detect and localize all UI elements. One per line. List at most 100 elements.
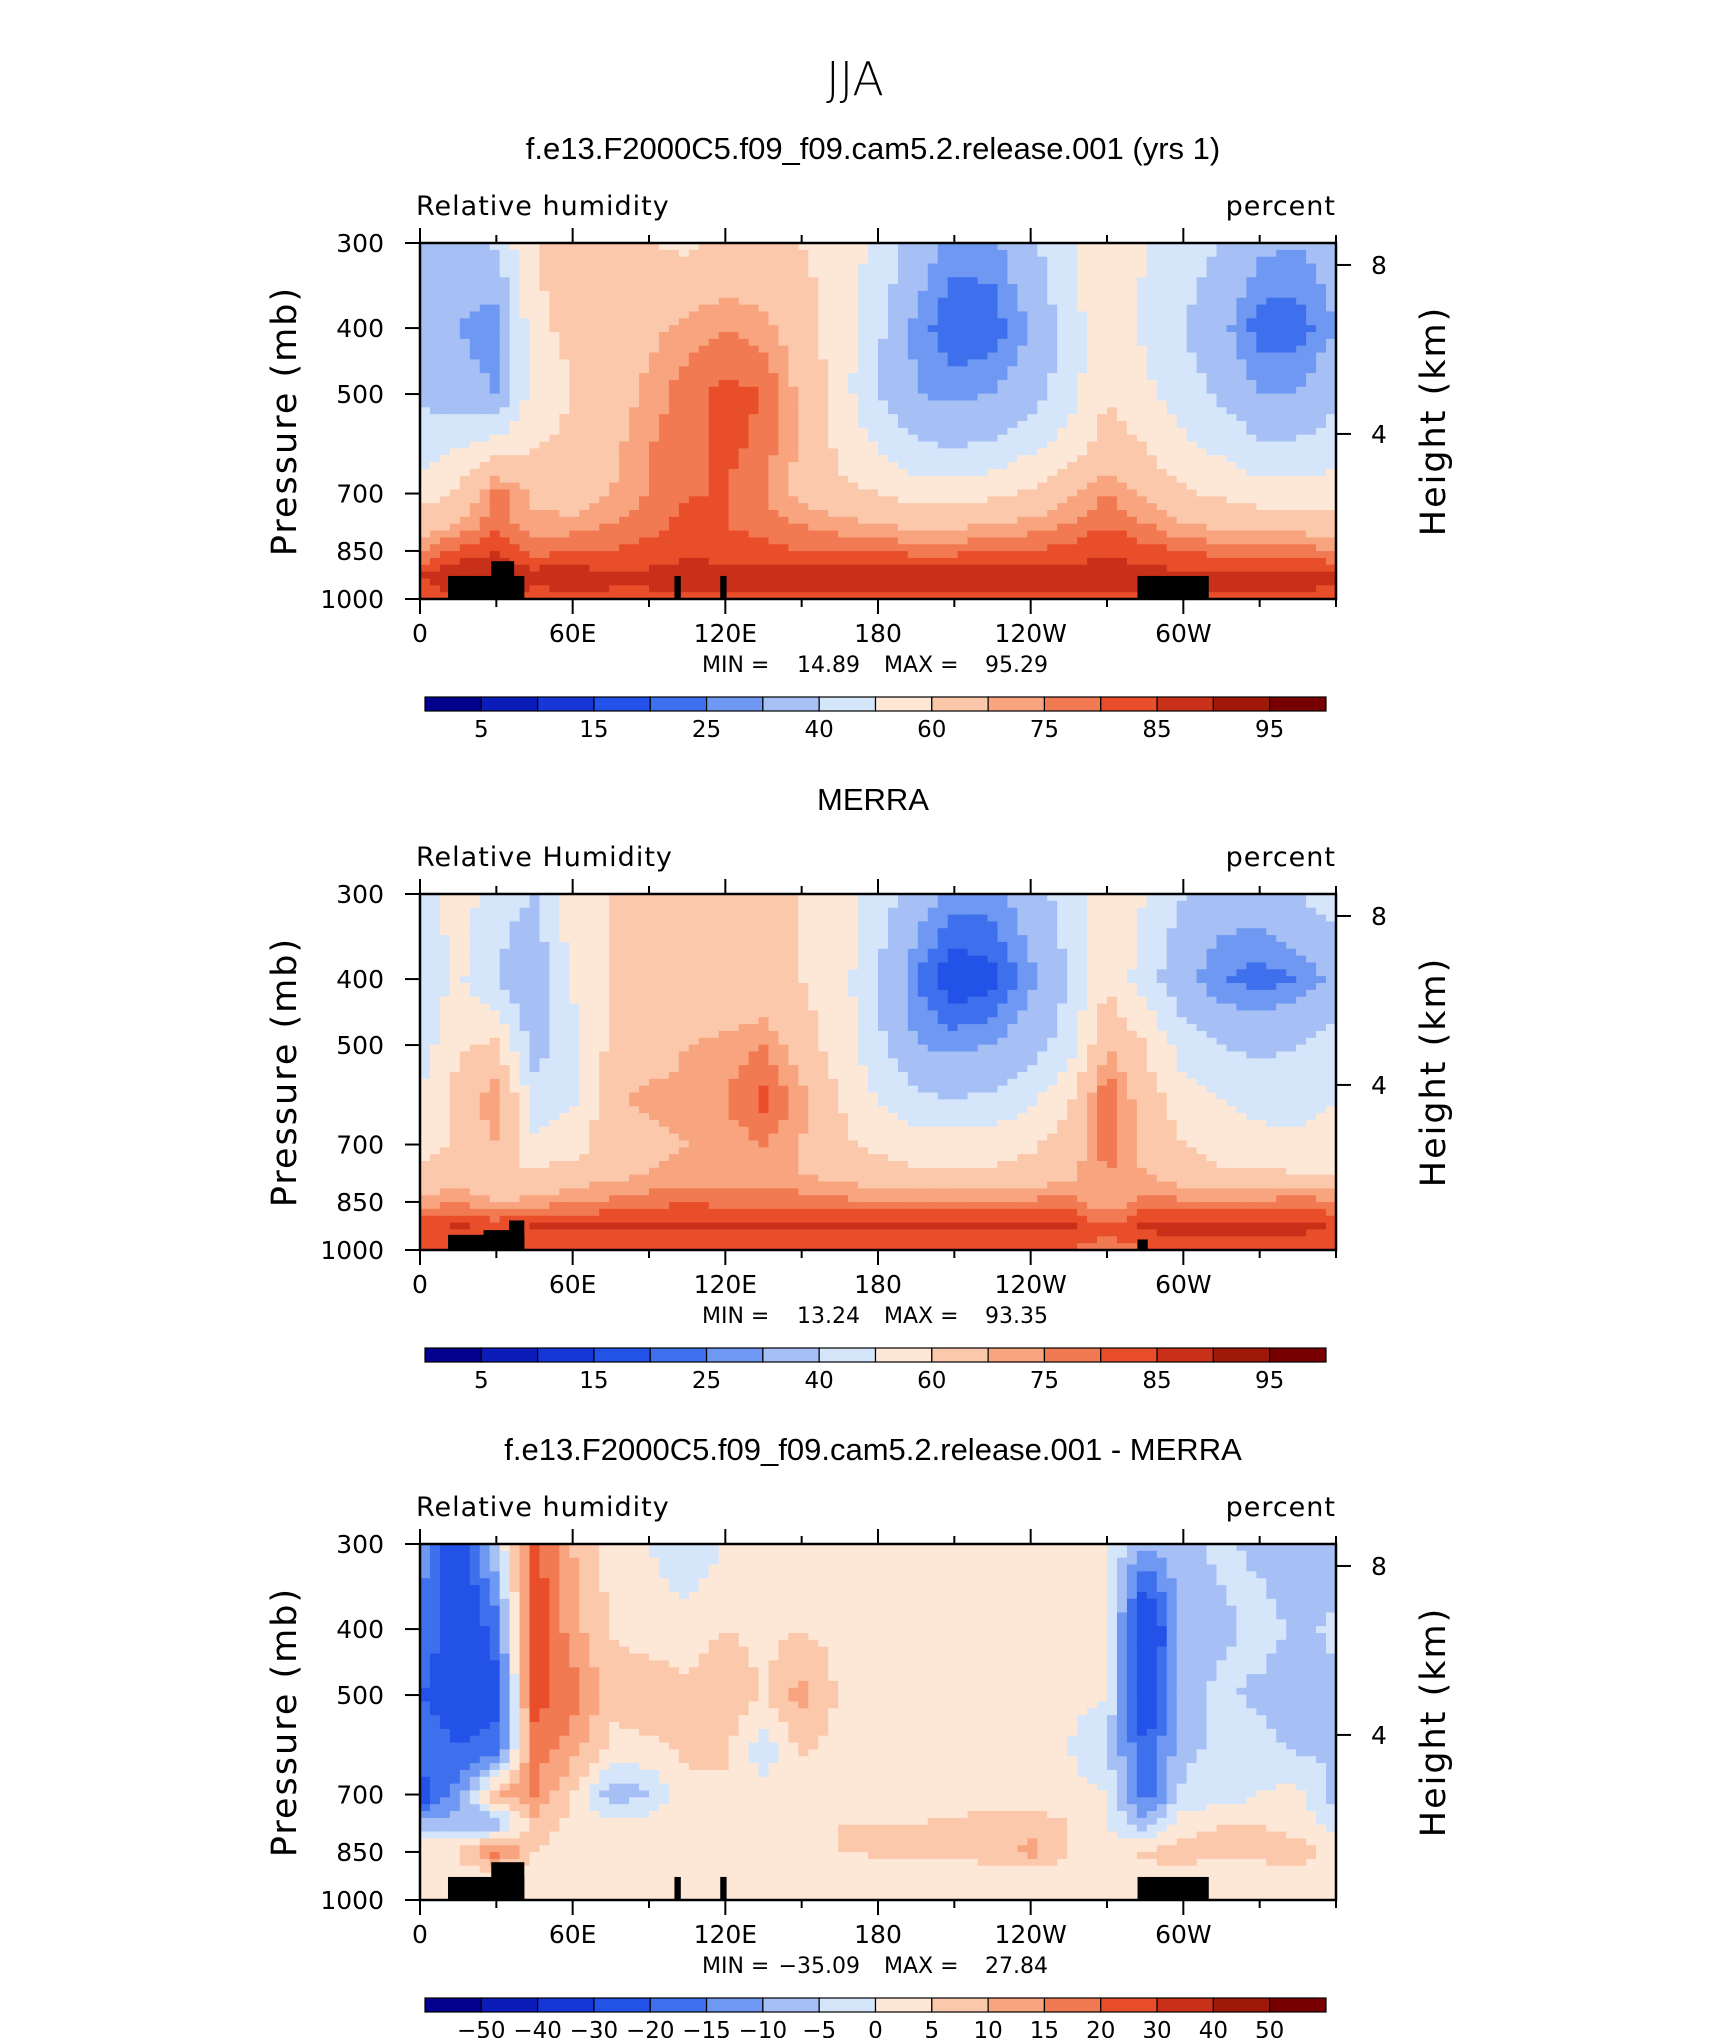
heatmap-cell xyxy=(828,489,839,497)
heatmap-cell xyxy=(420,907,431,916)
heatmap-cell xyxy=(828,434,839,443)
heatmap-cell xyxy=(609,311,620,319)
heatmap-cell xyxy=(539,564,551,573)
heatmap-cell xyxy=(1186,455,1198,463)
heatmap-cell xyxy=(788,427,799,436)
heatmap-cell xyxy=(1246,421,1257,429)
heatmap-cell xyxy=(420,928,431,936)
heatmap-cell xyxy=(1027,379,1038,388)
heatmap-cell xyxy=(439,243,451,251)
heatmap-cell xyxy=(887,256,899,265)
heatmap-cell xyxy=(1266,359,1277,367)
heatmap-cell xyxy=(768,284,780,292)
heatmap-cell xyxy=(848,557,859,566)
heatmap-cell xyxy=(977,489,989,497)
heatmap-cell xyxy=(778,475,789,484)
heatmap-cell xyxy=(778,551,789,559)
heatmap-cell xyxy=(838,393,849,402)
heatmap-cell xyxy=(1156,407,1168,415)
heatmap-cell xyxy=(738,578,750,586)
heatmap-cell xyxy=(967,284,979,292)
heatmap-cell xyxy=(788,311,799,319)
heatmap-cells xyxy=(420,243,1337,600)
heatmap-cell xyxy=(549,571,560,580)
heatmap-cell xyxy=(589,393,600,402)
heatmap-cell xyxy=(420,325,431,333)
heatmap-cell xyxy=(579,366,590,374)
heatmap-cell xyxy=(439,948,451,957)
heatmap-cell xyxy=(1067,263,1078,271)
heatmap-cell xyxy=(878,332,889,340)
heatmap-cell xyxy=(569,277,580,285)
heatmap-cell xyxy=(429,448,441,456)
heatmap-cell xyxy=(459,386,471,395)
heatmap-cell xyxy=(1077,338,1088,347)
heatmap-cell xyxy=(1216,510,1228,518)
heatmap-cell xyxy=(798,516,809,525)
heatmap-cell xyxy=(668,564,680,573)
heatmap-cell xyxy=(429,928,441,936)
heatmap-cell xyxy=(788,304,799,313)
heatmap-cell xyxy=(738,421,750,429)
heatmap-cell xyxy=(818,359,829,367)
heatmap-cell xyxy=(768,530,780,538)
heatmap-cell xyxy=(957,379,969,388)
heatmap-cell xyxy=(828,482,839,491)
heatmap-cell xyxy=(1017,318,1028,326)
heatmap-cell xyxy=(1107,338,1118,347)
heatmap-cell xyxy=(1226,496,1238,504)
heatmap-cell xyxy=(848,243,859,251)
heatmap-cell xyxy=(758,496,770,504)
heatmap-cell xyxy=(589,318,600,326)
heatmap-cell xyxy=(569,448,580,456)
heatmap-cell xyxy=(1316,366,1327,374)
heatmap-cell xyxy=(1316,530,1327,538)
heatmap-cell xyxy=(698,366,710,374)
heatmap-cell xyxy=(1107,537,1118,545)
heatmap-cell xyxy=(947,345,959,354)
colorbar: 5 15 25 40 60 75 85 95 xyxy=(424,696,1327,743)
heatmap-cell xyxy=(818,407,829,415)
heatmap-cell xyxy=(1226,564,1238,573)
heatmap-cell xyxy=(1206,585,1218,593)
heatmap-cell xyxy=(698,373,710,381)
heatmap-cell xyxy=(429,1188,441,1196)
heatmap-cell xyxy=(1057,448,1068,456)
heatmap-cell xyxy=(778,448,789,456)
heatmap-cell xyxy=(539,571,551,580)
heatmap-cell xyxy=(858,455,869,463)
heatmap-cell xyxy=(1306,366,1317,374)
heatmap-cell xyxy=(768,475,780,484)
heatmap-cell xyxy=(1037,256,1048,265)
heatmap-cell xyxy=(1146,249,1158,258)
heatmap-cell xyxy=(1246,304,1257,313)
heatmap-cell xyxy=(1126,421,1138,429)
heatmap-cell xyxy=(1007,427,1018,436)
heatmap-cell xyxy=(788,523,799,532)
heatmap-cell xyxy=(1326,496,1337,504)
heatmap-cell xyxy=(858,475,869,484)
heatmap-cell xyxy=(977,277,989,285)
heatmap-cell xyxy=(878,557,889,566)
heatmap-cell xyxy=(1326,455,1337,463)
heatmap-cell xyxy=(1266,338,1277,347)
heatmap-cell xyxy=(708,318,720,326)
heatmap-cell xyxy=(878,448,889,456)
heatmap-cell xyxy=(917,537,929,545)
heatmap-cell xyxy=(599,544,610,552)
heatmap-cell xyxy=(509,400,521,408)
heatmap-cell xyxy=(897,263,909,271)
heatmap-cell xyxy=(738,338,750,347)
heatmap-cell xyxy=(639,393,650,402)
colorbar-box xyxy=(424,696,482,712)
heatmap-cell xyxy=(858,489,869,497)
heatmap-cell xyxy=(469,290,481,299)
heatmap-cell xyxy=(917,592,929,600)
heatmap-cell xyxy=(937,256,949,265)
heatmap-cell xyxy=(688,537,700,545)
heatmap-cell xyxy=(1216,475,1228,484)
heatmap-cell xyxy=(708,393,720,402)
heatmap-cell xyxy=(848,475,859,484)
heatmap-cell xyxy=(1316,448,1327,456)
heatmap-cell xyxy=(668,277,680,285)
